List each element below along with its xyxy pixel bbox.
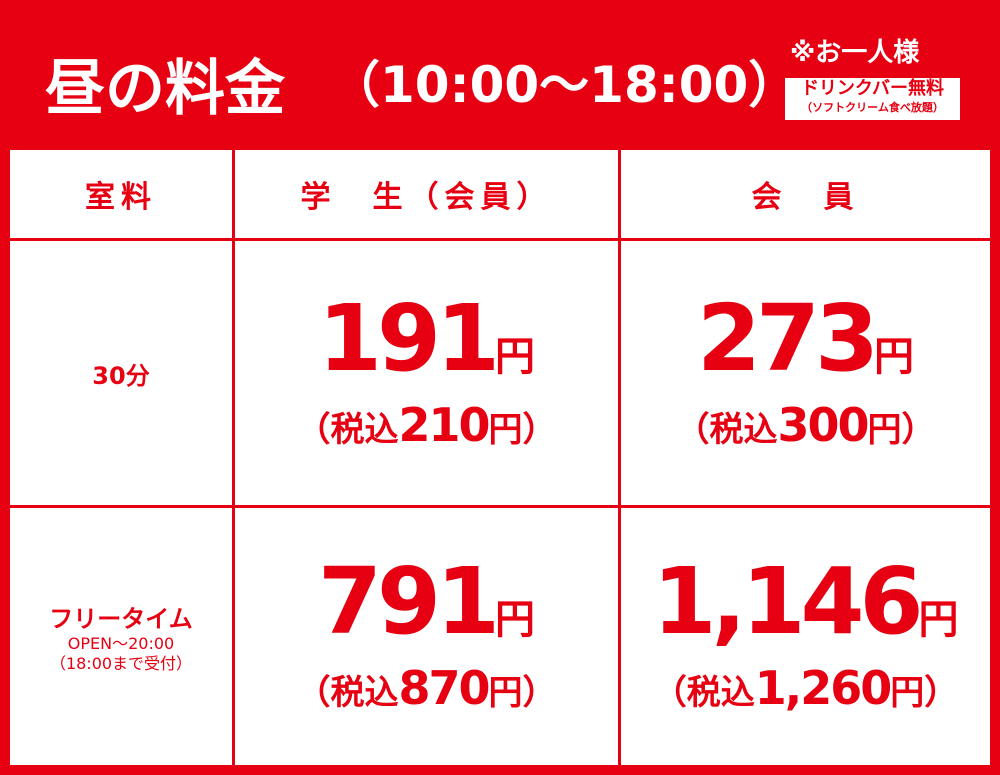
- tax-suffix: 円）: [488, 673, 557, 713]
- tax-prefix: （税込: [652, 673, 755, 713]
- price-unit: 円: [495, 333, 536, 380]
- price-line: 191円: [318, 292, 536, 402]
- tax-line: （税込210円）: [296, 402, 556, 453]
- column-header: 学 生（会員）: [300, 180, 553, 215]
- row-label-cell: 30分: [10, 241, 232, 505]
- price-unit: 円: [874, 333, 915, 380]
- price: 1,146: [652, 548, 923, 655]
- column-header: 会 員: [751, 180, 860, 215]
- row-label: 30分: [92, 361, 150, 390]
- tax-price: 1,260: [754, 661, 893, 715]
- row-label-cell: フリータイム OPEN～20:00 （18:00まで受付）: [10, 508, 232, 765]
- price-unit: 円: [495, 597, 536, 643]
- hours: （10:00～18:00）: [330, 56, 799, 114]
- tax-prefix: （税込: [296, 673, 399, 713]
- badge: ドリンクバー無料 （ソフトクリーム食べ放題）: [785, 78, 960, 120]
- price-cell: 791円 （税込870円）: [235, 508, 618, 765]
- row-label-sub: OPEN～20:00: [67, 634, 175, 653]
- tax-price: 300: [777, 397, 869, 452]
- header-cell: 室料: [10, 150, 232, 238]
- price-line: 791円: [318, 556, 536, 665]
- price-line: 1,146円: [652, 556, 959, 665]
- title: 昼の料金: [45, 54, 285, 124]
- price: 191: [317, 284, 500, 392]
- tax-prefix: （税込: [296, 409, 399, 450]
- tax-price: 870: [398, 661, 490, 715]
- header-cell: 会 員: [621, 150, 990, 238]
- row-label: フリータイム: [49, 605, 193, 633]
- price: 791: [317, 548, 500, 655]
- badge-text: ドリンクバー無料: [800, 78, 945, 99]
- note: ※お一人様: [790, 38, 920, 68]
- tax-line: （税込1,260円）: [653, 665, 959, 716]
- column-header: 室料: [85, 180, 157, 215]
- price-cell: 273円 （税込300円）: [621, 241, 990, 505]
- price-unit: 円: [918, 597, 959, 643]
- price-cell: 191円 （税込210円）: [235, 241, 618, 505]
- tax-prefix: （税込: [675, 409, 778, 450]
- tax-line: （税込870円）: [296, 665, 556, 716]
- tax-line: （税込300円）: [675, 402, 935, 453]
- tax-suffix: 円）: [890, 673, 959, 713]
- tax-suffix: 円）: [867, 409, 936, 450]
- tax-price: 210: [398, 397, 490, 452]
- price-table: 室料学 生（会員）会 員 30分 191円 （税込210円） 273円 （税込300円）フ…: [10, 150, 990, 765]
- header-cell: 学 生（会員）: [235, 150, 618, 238]
- row-label-sub: （18:00まで受付）: [49, 654, 193, 673]
- badge-sub: （ソフトクリーム食べ放題）: [801, 101, 944, 114]
- price: 273: [696, 284, 879, 392]
- price-line: 273円: [697, 292, 915, 402]
- tax-suffix: 円）: [488, 409, 557, 450]
- price-cell: 1,146円 （税込1,260円）: [621, 508, 990, 765]
